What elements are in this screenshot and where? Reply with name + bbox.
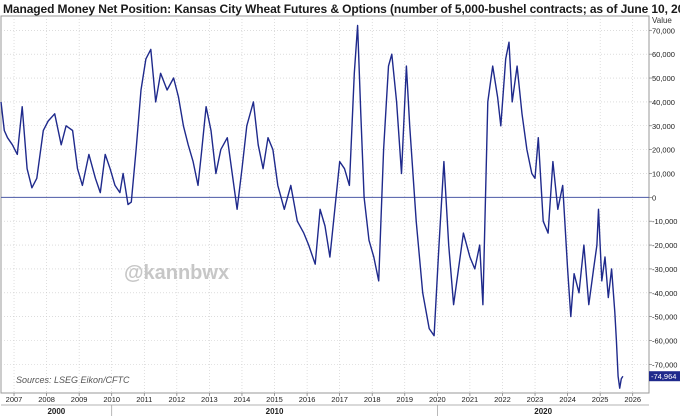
x-tick-label: 2013 (201, 395, 218, 404)
y-tick-label: -40,000 (652, 289, 677, 298)
y-tick-label: -30,000 (652, 265, 677, 274)
y-tick-label: -50,000 (652, 313, 677, 322)
y-tick-label: -70,000 (652, 360, 677, 369)
x-tick-label: 2022 (494, 395, 511, 404)
x-tick-label: 2009 (71, 395, 88, 404)
decade-label: 2020 (534, 407, 552, 416)
x-tick-label: 2018 (364, 395, 381, 404)
y-tick-label: 70,000 (652, 26, 675, 35)
x-tick-label: 2026 (624, 395, 641, 404)
plot-frame (0, 15, 650, 394)
y-tick-label: 10,000 (652, 169, 675, 178)
decade-label: 2010 (266, 407, 284, 416)
y-tick-label: 50,000 (652, 74, 675, 83)
last-value-label: -74,964 (651, 372, 676, 381)
source-note: Sources: LSEG Eikon/CFTC (16, 375, 130, 385)
x-tick-label: 2020 (429, 395, 446, 404)
x-tick-label: 2015 (266, 395, 283, 404)
decade-label: 2000 (47, 407, 65, 416)
x-tick-label: 2016 (299, 395, 316, 404)
x-tick-label: 2008 (38, 395, 55, 404)
y-tick-label: 40,000 (652, 98, 675, 107)
y-tick-label: 30,000 (652, 122, 675, 131)
series-layer (0, 24, 624, 389)
chart-title: Managed Money Net Position: Kansas City … (3, 2, 680, 16)
x-tick-label: 2012 (168, 395, 185, 404)
y-tick-label: -10,000 (652, 217, 677, 226)
x-tick-label: 2017 (331, 395, 348, 404)
x-tick-label: 2019 (396, 395, 413, 404)
x-tick-label: 2024 (559, 395, 576, 404)
last-value-badge (649, 371, 680, 382)
x-tick-label: 2007 (6, 395, 23, 404)
x-tick-label: 2011 (136, 395, 152, 404)
x-tick-label: 2023 (527, 395, 544, 404)
y-tick-label: -60,000 (652, 337, 677, 346)
x-tick-label: 2014 (234, 395, 251, 404)
y-tick-label: 60,000 (652, 50, 675, 59)
y-tick-label: 0 (652, 193, 656, 202)
watermark-text: @kannbwx (124, 262, 230, 284)
series-line (0, 24, 624, 389)
y-tick-label: 20,000 (652, 146, 675, 155)
grid-layer (0, 15, 650, 394)
x-tick-label: 2010 (103, 395, 120, 404)
y-tick-label: -20,000 (652, 241, 677, 250)
x-tick-label: 2025 (592, 395, 609, 404)
x-tick-label: 2021 (462, 395, 479, 404)
y-axis-title: Value (652, 16, 672, 25)
